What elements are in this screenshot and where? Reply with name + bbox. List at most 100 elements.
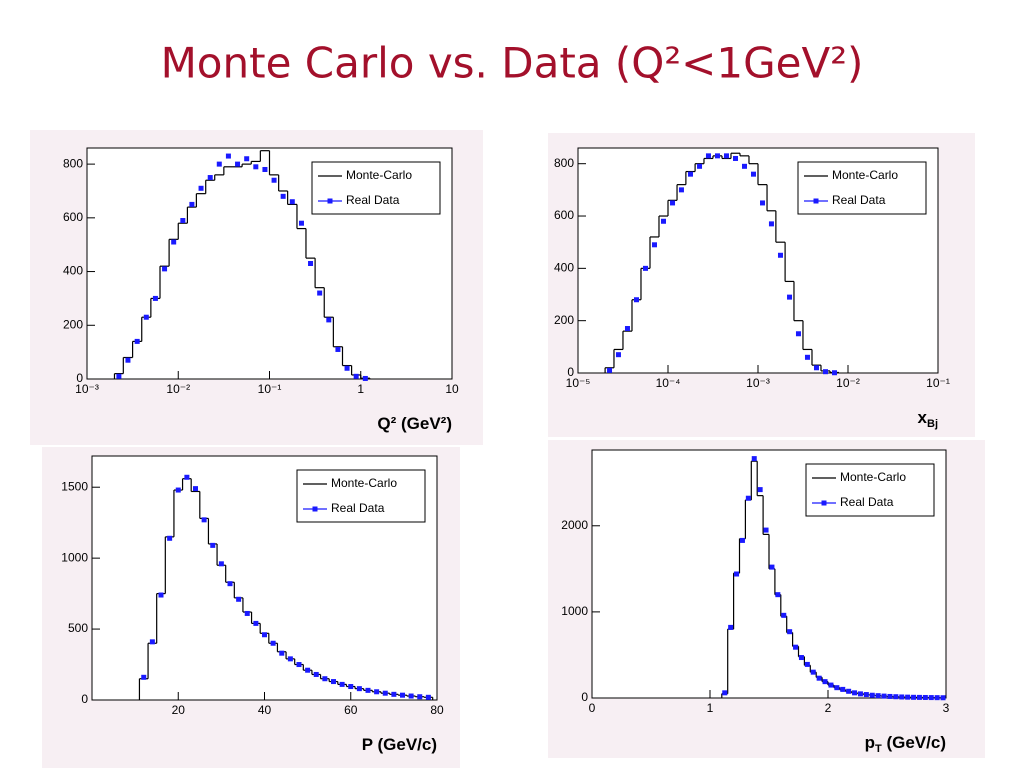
chart: 0 200 400 600 800 10⁻³ 10⁻² 10⁻¹ 1 10 Q² (GeV²) Mon… <box>30 130 483 445</box>
data-point <box>425 694 431 700</box>
data-point <box>670 200 676 206</box>
x-axis-label-part: p <box>865 733 875 752</box>
x-tick-label: 1 <box>707 701 714 715</box>
data-point <box>339 681 345 687</box>
y-tick-label: 400 <box>63 264 83 278</box>
data-point <box>905 694 911 700</box>
x-tick-label: 10⁻¹ <box>926 376 950 390</box>
data-point <box>253 164 259 170</box>
data-point <box>732 155 738 161</box>
data-point <box>760 200 766 206</box>
data-point <box>201 517 207 523</box>
data-point <box>162 266 168 272</box>
x-axis-label-part: x <box>918 408 928 427</box>
y-tick-label: 200 <box>63 317 83 331</box>
data-point <box>787 294 793 300</box>
x-tick-label: 3 <box>943 701 950 715</box>
data-point <box>840 686 846 692</box>
x-tick-label: 20 <box>172 703 186 717</box>
chart: 0 500 1000 1500 20 40 60 80 P (GeV/c) Monte-Carlo… <box>42 447 460 768</box>
data-point <box>236 596 242 602</box>
data-point <box>911 694 917 700</box>
data-point <box>787 629 793 635</box>
data-point <box>705 153 711 159</box>
data-point <box>244 610 250 616</box>
data-point <box>768 221 774 227</box>
data-point <box>210 542 216 548</box>
data-point <box>651 242 657 248</box>
y-tick-label: 1000 <box>61 550 88 564</box>
data-point <box>317 290 323 296</box>
x-axis-label-part: Q² (GeV²) <box>377 414 452 433</box>
x-tick-label: 10 <box>445 382 459 396</box>
y-tick-label: 1500 <box>61 479 88 493</box>
data-point <box>141 674 147 680</box>
data-point <box>940 695 946 701</box>
x-tick-label: 10⁻¹ <box>258 382 282 396</box>
data-point <box>741 163 747 169</box>
data-point <box>335 346 341 352</box>
data-point <box>722 690 728 696</box>
data-point <box>757 487 763 493</box>
data-point <box>795 331 801 337</box>
x-axis-label: Q² (GeV²) <box>377 414 452 433</box>
data-point <box>642 265 648 271</box>
data-point <box>881 693 887 699</box>
data-point <box>322 676 328 682</box>
data-point <box>167 535 173 541</box>
data-point <box>313 671 319 677</box>
data-point <box>687 171 693 177</box>
legend-label: Real Data <box>346 193 400 207</box>
legend-box <box>296 469 426 523</box>
legend-label: Monte-Carlo <box>832 168 898 182</box>
data-point <box>171 239 177 245</box>
data-point <box>810 669 816 675</box>
legend-marker <box>312 506 318 512</box>
chart: 0 200 400 600 800 10⁻⁵ 10⁻⁴ 10⁻³ 10⁻² 10⁻¹ xBj Mont… <box>548 133 975 437</box>
data-point <box>180 218 186 224</box>
y-tick-label: 0 <box>76 371 83 385</box>
legend-label: Monte-Carlo <box>840 470 906 484</box>
data-point <box>125 357 131 363</box>
data-point <box>308 261 314 266</box>
data-point <box>728 624 734 630</box>
data-point <box>326 317 332 323</box>
y-tick-label: 0 <box>567 365 574 379</box>
data-point <box>271 177 277 183</box>
data-point <box>270 640 276 646</box>
data-point <box>863 692 869 698</box>
x-tick-label: 80 <box>430 703 444 717</box>
x-tick-label: 10⁻³ <box>75 382 99 396</box>
data-point <box>134 338 140 344</box>
y-tick-label: 600 <box>63 210 83 224</box>
data-point <box>615 352 621 358</box>
legend-marker <box>813 198 819 204</box>
data-point <box>769 564 775 570</box>
data-point <box>745 495 751 501</box>
data-point <box>846 688 852 694</box>
data-point <box>218 561 224 567</box>
data-point <box>235 161 241 167</box>
data-point <box>804 354 810 360</box>
data-point <box>763 527 769 533</box>
data-point <box>287 656 293 662</box>
y-tick-label: 600 <box>554 208 574 222</box>
y-tick-label: 1000 <box>561 604 588 618</box>
data-point <box>869 692 875 698</box>
y-tick-label: 400 <box>554 261 574 275</box>
y-tick-label: 2000 <box>561 518 588 532</box>
data-point <box>875 693 881 699</box>
data-point <box>152 295 158 301</box>
data-point <box>225 153 231 159</box>
data-point <box>834 685 840 691</box>
data-point <box>382 690 388 696</box>
slide-title: Monte Carlo vs. Data (Q²<1GeV²) <box>161 39 864 88</box>
data-point <box>227 581 233 587</box>
x-tick-label: 10⁻⁴ <box>656 376 681 390</box>
data-point <box>922 694 928 700</box>
data-point <box>362 375 368 381</box>
data-point <box>279 650 285 656</box>
data-point <box>793 644 799 650</box>
x-tick-label: 0 <box>589 701 596 715</box>
